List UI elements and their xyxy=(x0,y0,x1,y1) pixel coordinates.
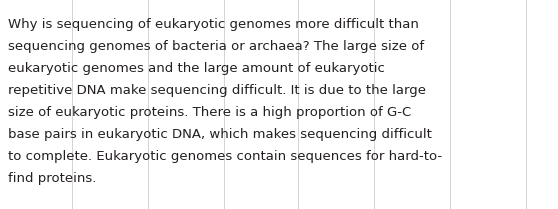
Text: base pairs in eukaryotic DNA, which makes sequencing difficult: base pairs in eukaryotic DNA, which make… xyxy=(8,128,432,141)
Text: repetitive DNA make sequencing difficult. It is due to the large: repetitive DNA make sequencing difficult… xyxy=(8,84,426,97)
Text: sequencing genomes of bacteria or archaea? The large size of: sequencing genomes of bacteria or archae… xyxy=(8,40,424,53)
Text: Why is sequencing of eukaryotic genomes more difficult than: Why is sequencing of eukaryotic genomes … xyxy=(8,18,419,31)
Text: find proteins.: find proteins. xyxy=(8,172,97,185)
Text: eukaryotic genomes and the large amount of eukaryotic: eukaryotic genomes and the large amount … xyxy=(8,62,385,75)
Text: size of eukaryotic proteins. There is a high proportion of G-C: size of eukaryotic proteins. There is a … xyxy=(8,106,411,119)
Text: to complete. Eukaryotic genomes contain sequences for hard-to-: to complete. Eukaryotic genomes contain … xyxy=(8,150,442,163)
